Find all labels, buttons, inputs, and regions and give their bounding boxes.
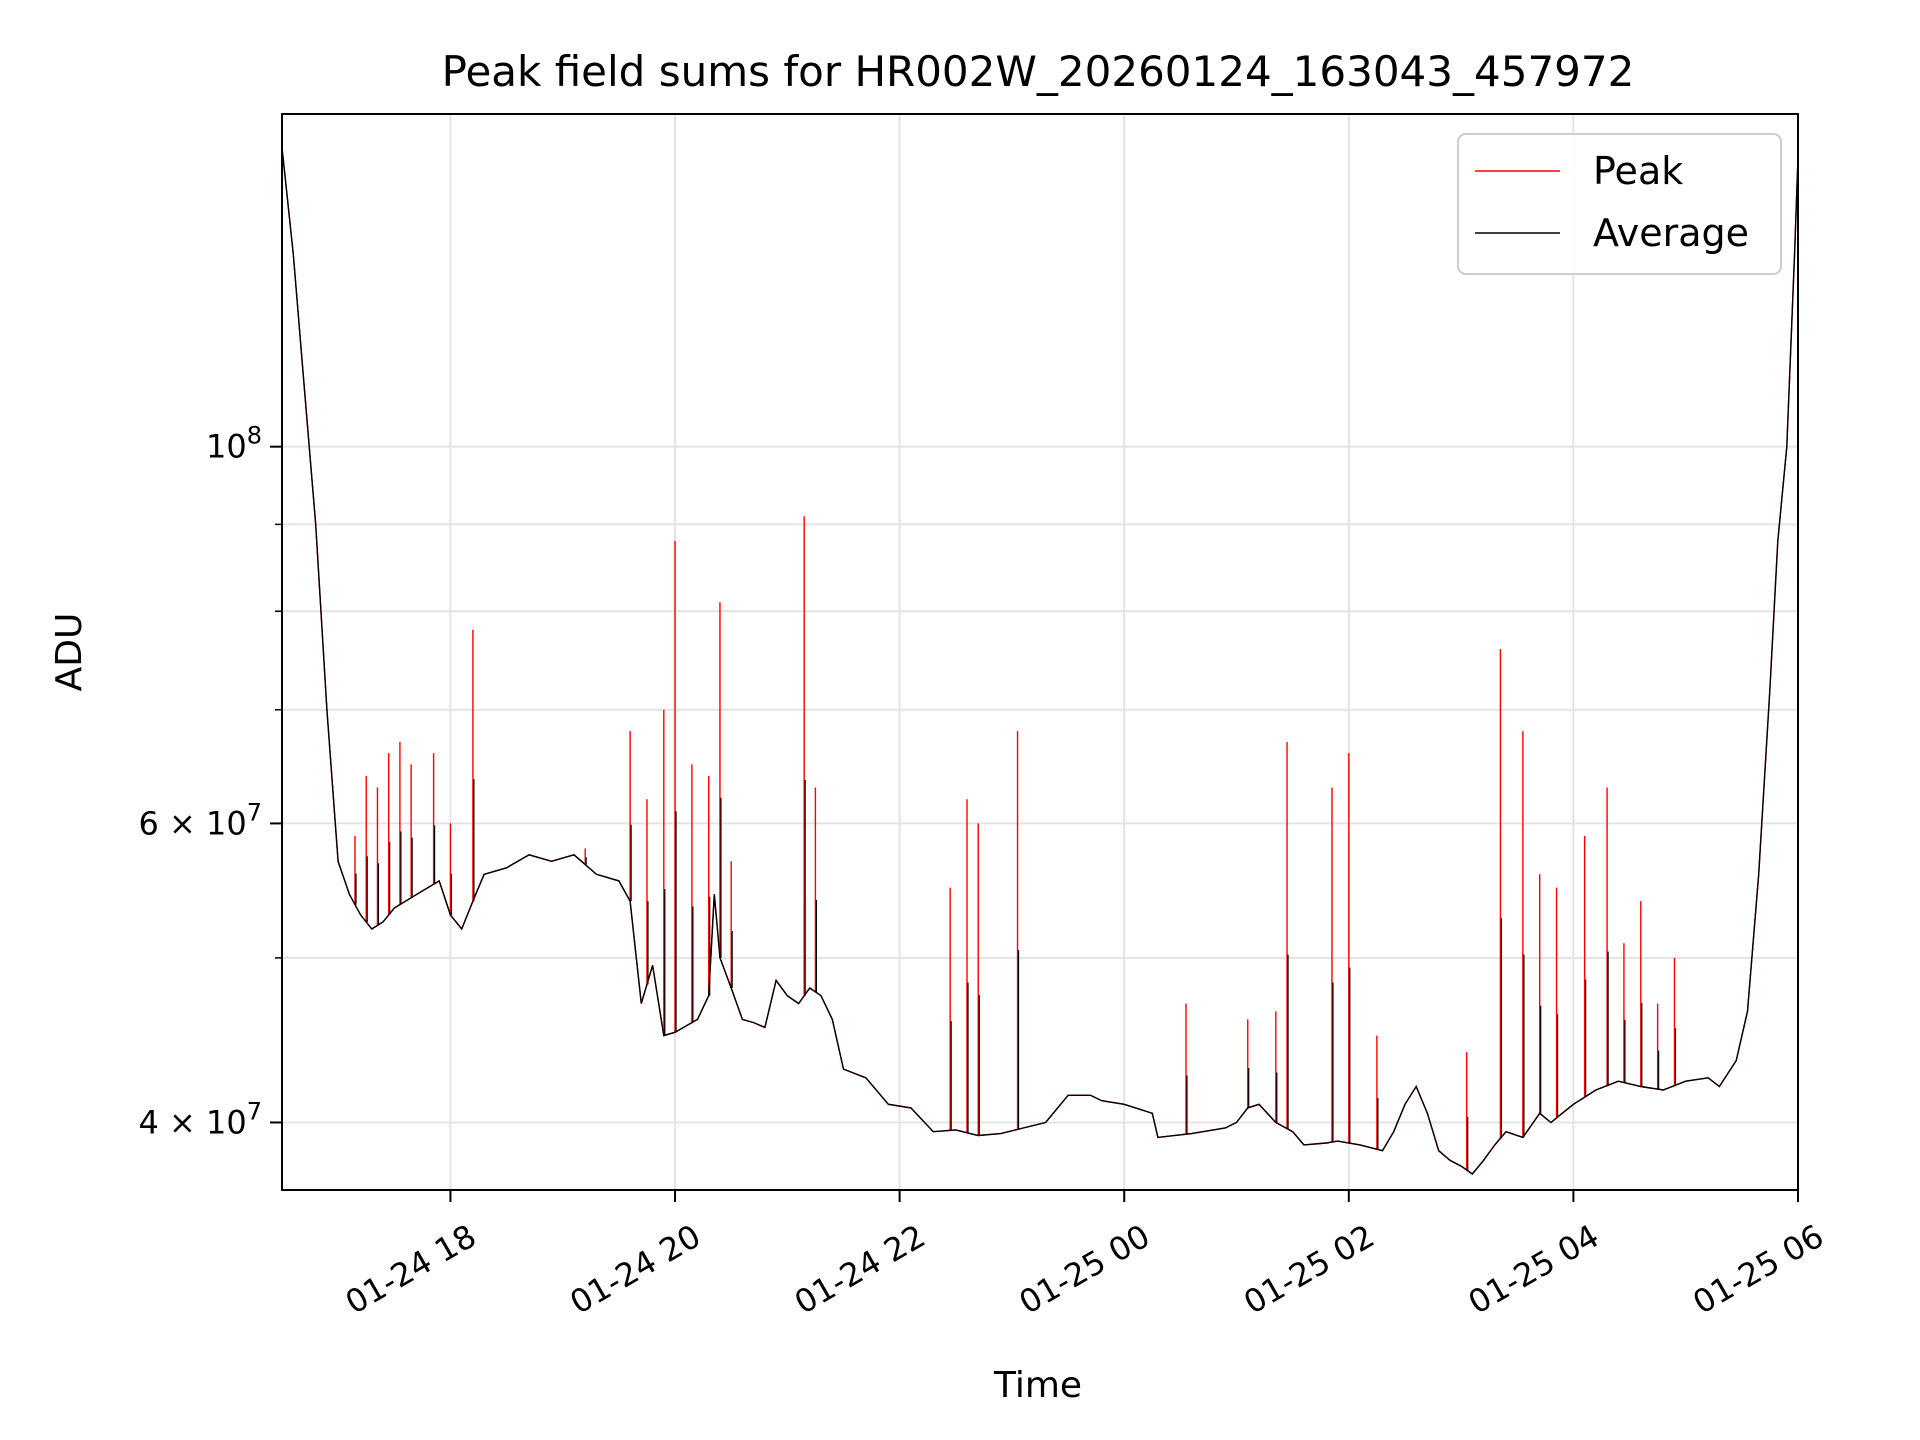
x-axis-label: Time	[993, 1365, 1082, 1406]
y-tick-label: 6 × 107	[138, 798, 262, 842]
legend-box	[1457, 133, 1782, 275]
y-tick-label-exponent: 7	[247, 1097, 262, 1125]
grid	[282, 114, 1799, 1190]
y-tick-label-exponent: 7	[247, 798, 262, 826]
plot-frame	[281, 113, 1799, 1191]
y-tick-label-base: 10	[206, 428, 247, 466]
y-tick-label-base: 6 × 10	[138, 804, 246, 842]
y-tick-label: 108	[206, 422, 262, 466]
y-tick-label-base: 4 × 10	[138, 1103, 246, 1141]
legend-peak-label: Peak	[1593, 149, 1683, 193]
y-tick-label-exponent: 8	[247, 422, 262, 450]
chart-title: Peak field sums for HR002W_20260124_1630…	[442, 47, 1635, 96]
y-axis-label: ADU	[49, 613, 90, 692]
series-average-line	[281, 147, 1799, 1175]
legend: Peak Average	[1457, 133, 1782, 275]
y-tick-label: 4 × 107	[138, 1097, 262, 1141]
series-group	[281, 147, 1799, 1175]
legend-average-label: Average	[1593, 211, 1749, 255]
